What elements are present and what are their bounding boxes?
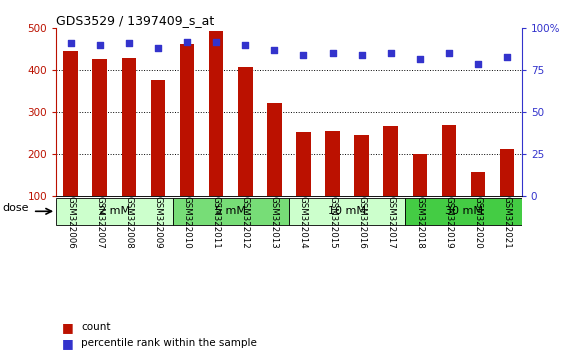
Text: GSM322008: GSM322008 bbox=[125, 196, 134, 249]
Text: GSM322019: GSM322019 bbox=[444, 196, 453, 249]
Bar bbox=[412, 154, 427, 196]
Text: 10 mM: 10 mM bbox=[328, 206, 366, 216]
Bar bbox=[122, 58, 136, 196]
Bar bbox=[180, 44, 194, 196]
Point bbox=[211, 39, 220, 45]
Point bbox=[387, 51, 396, 56]
Text: GDS3529 / 1397409_s_at: GDS3529 / 1397409_s_at bbox=[56, 14, 214, 27]
Bar bbox=[405, 198, 522, 225]
Point bbox=[357, 52, 366, 58]
Text: count: count bbox=[81, 322, 111, 332]
Point bbox=[154, 46, 163, 51]
Text: ■: ■ bbox=[62, 321, 73, 334]
Point bbox=[182, 39, 191, 45]
Text: GSM322009: GSM322009 bbox=[154, 196, 163, 249]
Bar bbox=[442, 125, 456, 196]
Point bbox=[299, 52, 308, 58]
Bar bbox=[93, 58, 107, 196]
Bar bbox=[56, 198, 173, 225]
Bar bbox=[289, 198, 405, 225]
Bar bbox=[173, 198, 289, 225]
Text: GSM322016: GSM322016 bbox=[357, 196, 366, 249]
Point bbox=[66, 41, 75, 46]
Point bbox=[125, 41, 134, 46]
Text: GSM322006: GSM322006 bbox=[66, 196, 75, 249]
Bar bbox=[209, 31, 223, 196]
Text: GSM322015: GSM322015 bbox=[328, 196, 337, 249]
Bar bbox=[355, 135, 369, 196]
Text: GSM322017: GSM322017 bbox=[387, 196, 396, 249]
Text: GSM322018: GSM322018 bbox=[415, 196, 424, 249]
Point bbox=[503, 54, 512, 60]
Bar bbox=[267, 103, 282, 196]
Text: GSM322020: GSM322020 bbox=[473, 196, 482, 249]
Point bbox=[473, 61, 482, 67]
Bar bbox=[63, 51, 78, 196]
Bar bbox=[325, 131, 340, 196]
Bar bbox=[500, 149, 514, 196]
Text: GSM322013: GSM322013 bbox=[270, 196, 279, 249]
Bar bbox=[384, 126, 398, 196]
Point bbox=[270, 47, 279, 53]
Text: GSM322007: GSM322007 bbox=[95, 196, 104, 249]
Text: percentile rank within the sample: percentile rank within the sample bbox=[81, 338, 257, 348]
Bar bbox=[296, 132, 311, 196]
Text: GSM322010: GSM322010 bbox=[182, 196, 191, 249]
Bar bbox=[151, 80, 165, 196]
Point bbox=[444, 51, 453, 56]
Text: GSM322012: GSM322012 bbox=[241, 196, 250, 249]
Text: dose: dose bbox=[3, 203, 29, 213]
Text: 30 mM: 30 mM bbox=[444, 206, 482, 216]
Point bbox=[415, 56, 424, 61]
Bar bbox=[471, 172, 485, 196]
Text: ■: ■ bbox=[62, 337, 73, 350]
Bar bbox=[238, 67, 252, 196]
Point bbox=[328, 51, 337, 56]
Text: GSM322014: GSM322014 bbox=[299, 196, 308, 249]
Text: 5 mM: 5 mM bbox=[215, 206, 246, 216]
Text: GSM322011: GSM322011 bbox=[211, 196, 220, 249]
Text: 2 mM: 2 mM bbox=[99, 206, 130, 216]
Point bbox=[95, 42, 104, 48]
Text: GSM322021: GSM322021 bbox=[503, 196, 512, 249]
Point bbox=[241, 42, 250, 48]
